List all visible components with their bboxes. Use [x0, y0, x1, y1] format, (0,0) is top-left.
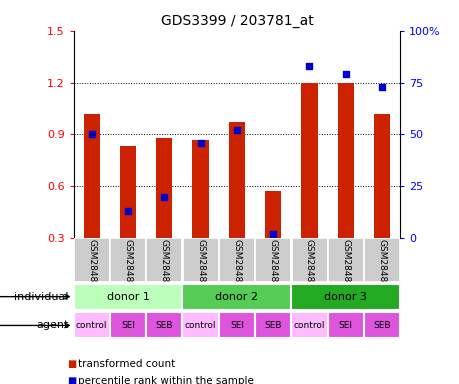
Text: GSM284861: GSM284861 — [196, 239, 205, 294]
Bar — [110, 238, 146, 282]
Point — [341, 71, 349, 77]
Bar — [218, 313, 254, 338]
Text: agent: agent — [37, 320, 69, 331]
Text: GSM284865: GSM284865 — [341, 239, 349, 294]
Text: individual: individual — [15, 291, 69, 302]
Bar — [363, 313, 399, 338]
Point — [305, 63, 313, 69]
Bar — [254, 313, 291, 338]
Point — [196, 140, 204, 146]
Text: GSM284858: GSM284858 — [87, 239, 96, 294]
Bar — [146, 238, 182, 282]
Text: percentile rank within the sample: percentile rank within the sample — [78, 376, 253, 384]
Text: GSM284859: GSM284859 — [123, 239, 132, 294]
Point — [233, 127, 240, 133]
Bar — [363, 238, 399, 282]
Text: SEB: SEB — [373, 321, 390, 330]
Text: GSM284864: GSM284864 — [304, 239, 313, 294]
Bar — [327, 313, 363, 338]
Text: GSM284863: GSM284863 — [268, 239, 277, 294]
Point — [124, 208, 131, 214]
Bar — [120, 146, 136, 238]
Title: GDS3399 / 203781_at: GDS3399 / 203781_at — [160, 14, 313, 28]
Text: GSM284860: GSM284860 — [159, 239, 168, 294]
Point — [160, 194, 168, 200]
Bar — [301, 83, 317, 238]
Bar — [110, 313, 146, 338]
Bar — [264, 191, 281, 238]
Bar — [73, 284, 182, 310]
Text: transformed count: transformed count — [78, 359, 175, 369]
Text: control: control — [185, 321, 216, 330]
Text: ■: ■ — [67, 376, 76, 384]
Bar — [182, 238, 218, 282]
Text: GSM284862: GSM284862 — [232, 239, 241, 294]
Bar — [291, 238, 327, 282]
Point — [88, 131, 95, 137]
Text: SEI: SEI — [121, 321, 135, 330]
Bar — [291, 313, 327, 338]
Bar — [254, 238, 291, 282]
Text: SEI: SEI — [230, 321, 243, 330]
Bar — [182, 284, 291, 310]
Bar — [337, 83, 353, 238]
Point — [269, 231, 276, 237]
Bar — [373, 114, 389, 238]
Bar — [291, 284, 399, 310]
Bar — [192, 139, 208, 238]
Text: control: control — [76, 321, 107, 330]
Text: control: control — [293, 321, 325, 330]
Text: SEB: SEB — [264, 321, 281, 330]
Text: SEI: SEI — [338, 321, 352, 330]
Bar — [156, 138, 172, 238]
Bar — [182, 313, 218, 338]
Bar — [218, 238, 254, 282]
Bar — [327, 238, 363, 282]
Point — [378, 84, 385, 90]
Bar — [84, 114, 100, 238]
Text: ■: ■ — [67, 359, 76, 369]
Text: SEB: SEB — [155, 321, 173, 330]
Text: donor 2: donor 2 — [215, 291, 258, 302]
Text: GSM284866: GSM284866 — [377, 239, 386, 294]
Bar — [146, 313, 182, 338]
Bar — [73, 313, 110, 338]
Bar — [228, 122, 245, 238]
Text: donor 3: donor 3 — [324, 291, 366, 302]
Text: donor 1: donor 1 — [106, 291, 149, 302]
Bar — [73, 238, 110, 282]
